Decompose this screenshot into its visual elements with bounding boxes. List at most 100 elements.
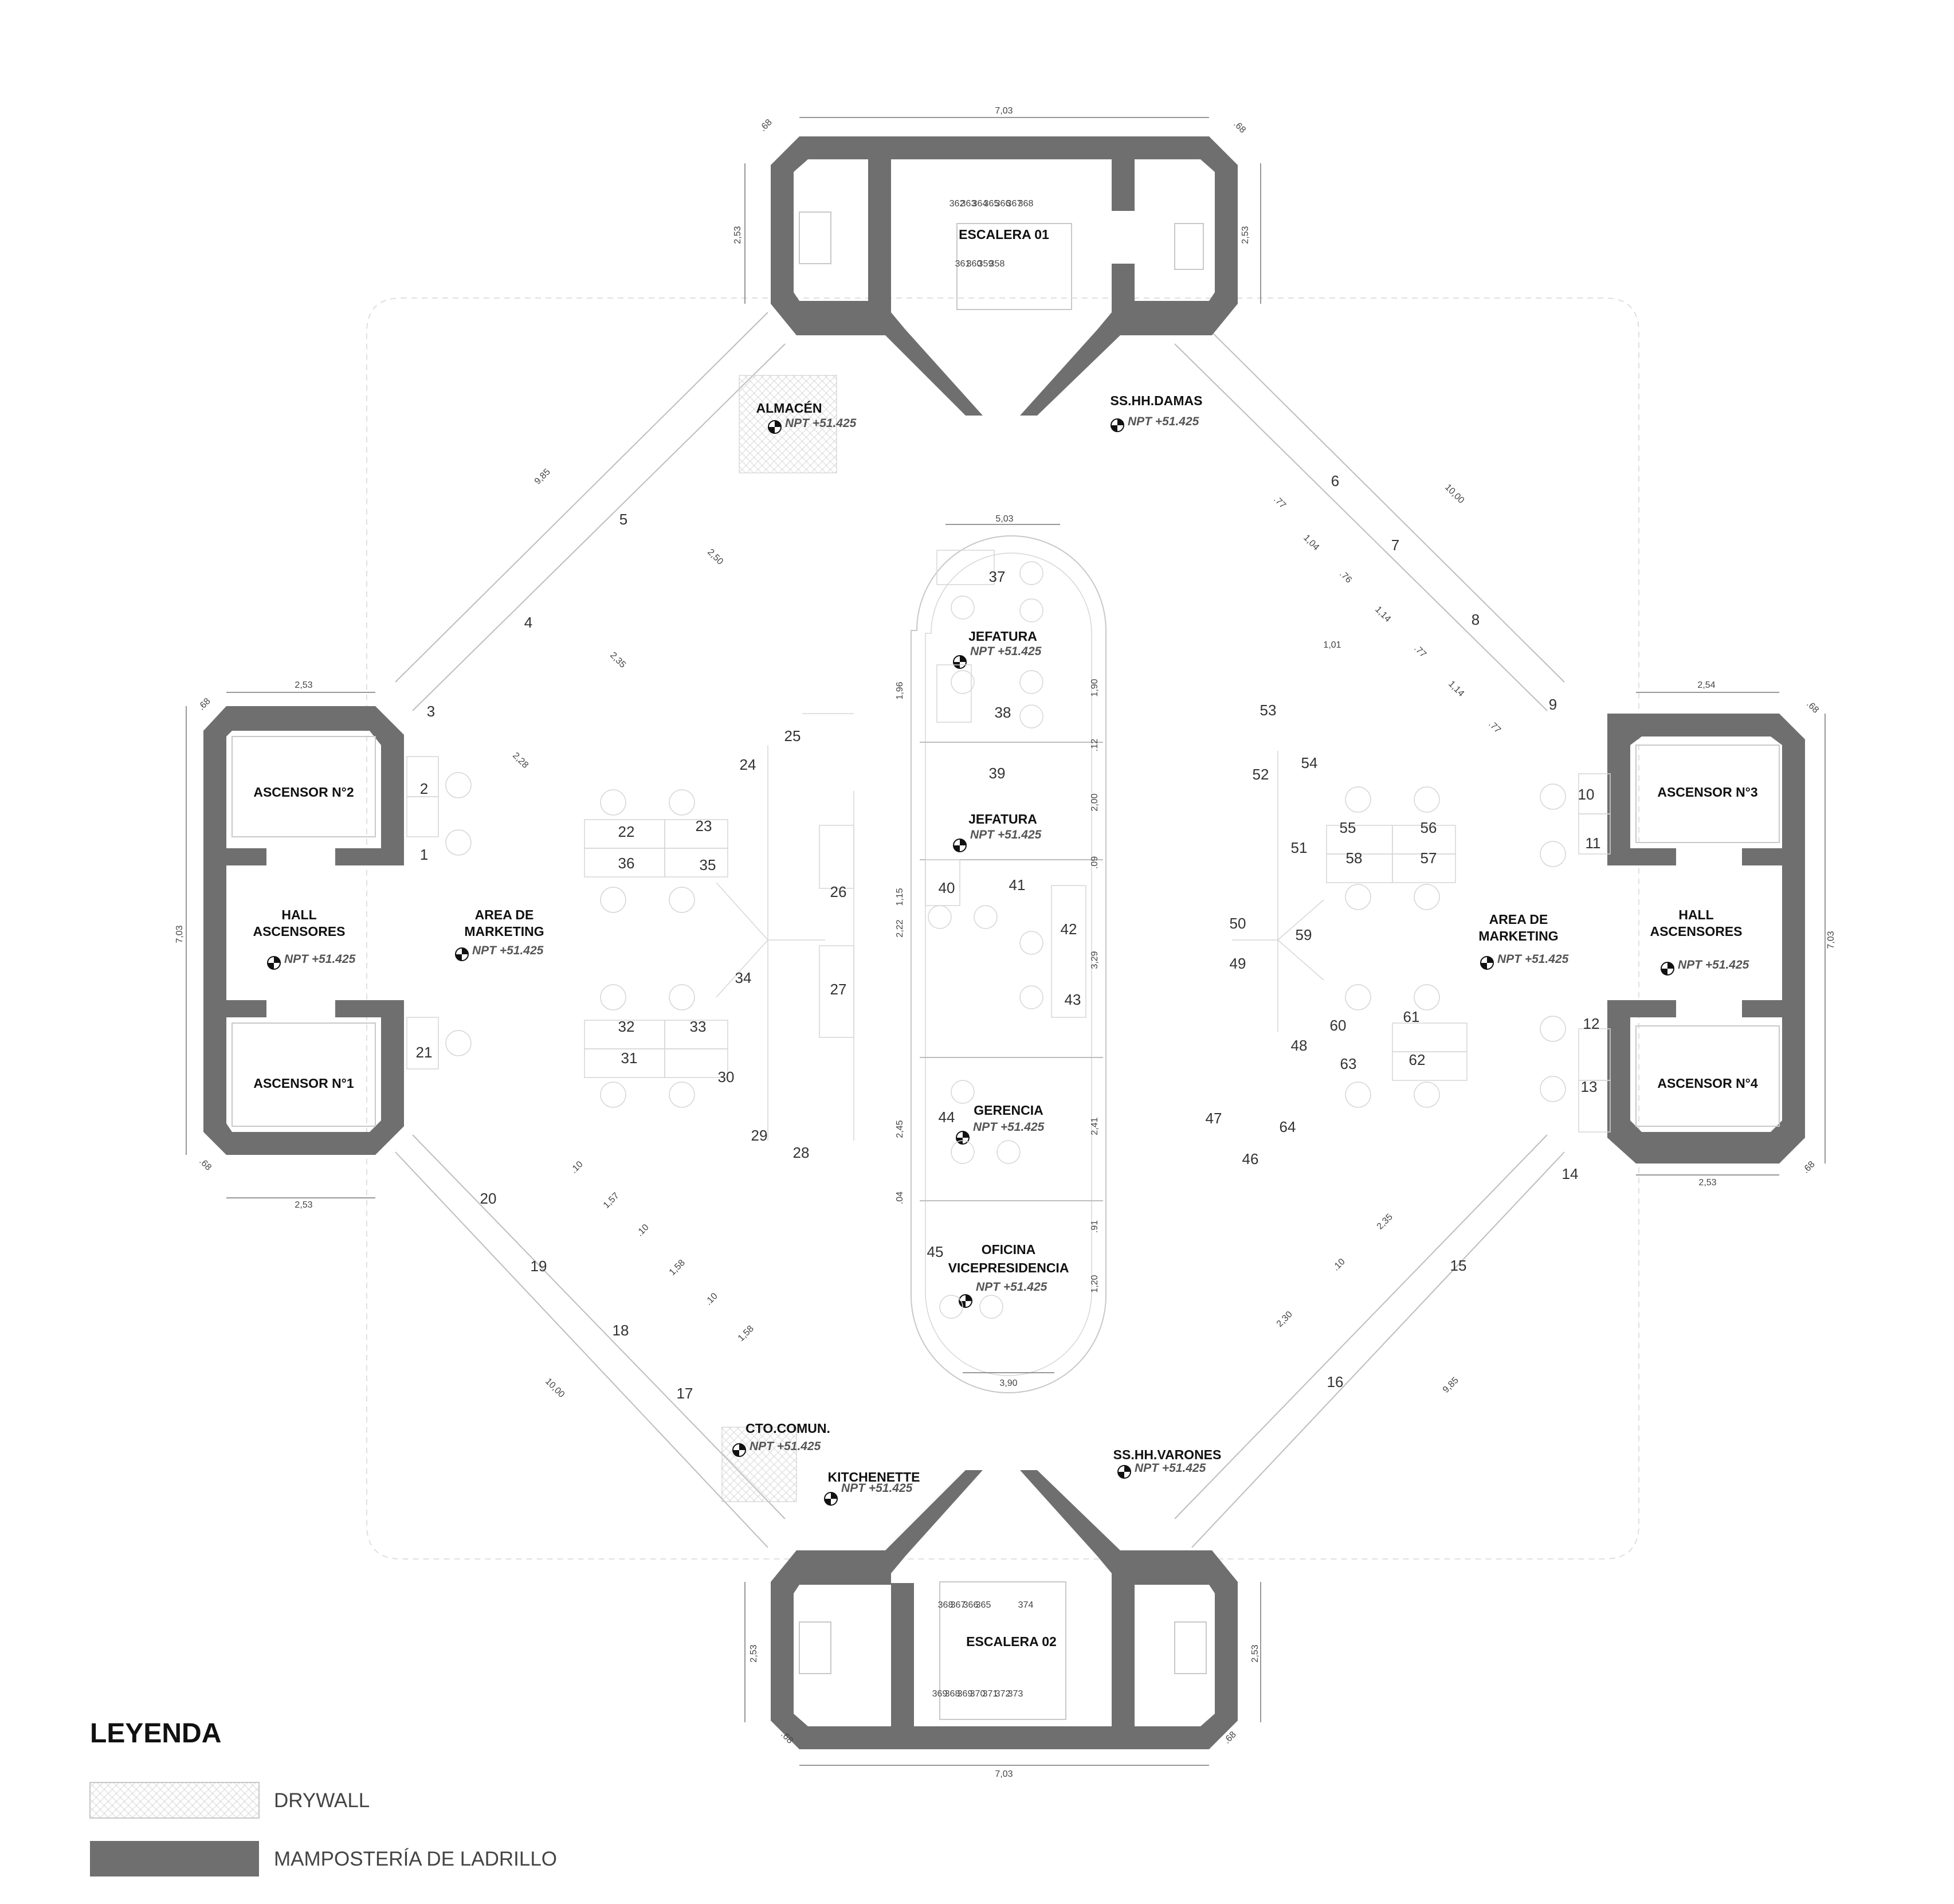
workstation-number: 61 — [1403, 1008, 1420, 1025]
workstation-number: 29 — [751, 1127, 768, 1144]
workstation-number: 27 — [830, 981, 847, 998]
workstation-number: 63 — [1340, 1055, 1357, 1072]
room-label-sshh-varones: SS.HH.VARONES — [1113, 1447, 1222, 1462]
workstation-number: 37 — [989, 568, 1006, 585]
level-text: NPT +51.425 — [841, 1482, 913, 1495]
dimension-label: .04 — [895, 1192, 905, 1204]
room-label-marketing-left-2: MARKETING — [464, 924, 544, 939]
workstation-number: 34 — [735, 969, 752, 986]
workstation-number: 8 — [1472, 611, 1480, 628]
dimension-label: 2,35 — [1375, 1212, 1395, 1232]
workstation-number: 57 — [1421, 849, 1437, 867]
workstation-number: 44 — [939, 1108, 955, 1126]
dimension-label: .10 — [1331, 1257, 1347, 1273]
dimension-label: 2,53 — [733, 226, 743, 244]
step-label: 371 — [983, 1689, 998, 1699]
workstation-number: 53 — [1260, 702, 1277, 719]
step-label: 358 — [990, 259, 1005, 269]
dimension-label: 2,53 — [1250, 1644, 1260, 1662]
dimension-label: 2,35 — [608, 651, 627, 670]
step-label: 373 — [1008, 1689, 1023, 1699]
workstation-number: 55 — [1340, 819, 1356, 836]
dimension-label: 2,22 — [895, 919, 905, 937]
step-label: 359 — [978, 259, 994, 269]
workstation-number: 40 — [939, 879, 955, 896]
workstation-number: 20 — [480, 1190, 497, 1207]
step-label: 369 — [932, 1689, 948, 1699]
workstation-number: 59 — [1296, 926, 1312, 943]
workstation-number: 32 — [618, 1018, 635, 1035]
dimension-label: 1,58 — [668, 1258, 687, 1278]
dimension-label: 2,50 — [705, 547, 725, 567]
workstation-number: 18 — [613, 1322, 629, 1339]
dimension-label: 5,03 — [995, 514, 1013, 524]
workstation-number: 58 — [1346, 849, 1363, 867]
dimension-label: 2,53 — [1241, 226, 1250, 244]
level-markers: NPT +51.425 NPT +51.425 NPT +51.425 NPT … — [267, 415, 1749, 1506]
workstation-number: 39 — [989, 765, 1006, 782]
room-label-almacen: ALMACÉN — [756, 400, 822, 416]
room-label-kitchenette: KITCHENETTE — [828, 1470, 920, 1484]
level-text: NPT +51.425 — [284, 953, 356, 966]
dimension-label: .77 — [1412, 644, 1428, 660]
dimension-label: 3,29 — [1090, 951, 1100, 969]
facade-walls — [395, 312, 1565, 1548]
level-text: NPT +51.425 — [472, 944, 544, 957]
elevator-core-left — [203, 706, 404, 1155]
level-marker: NPT +51.425 — [1117, 1462, 1206, 1479]
dimension-label: .68 — [197, 696, 213, 712]
level-marker: NPT +51.425 — [1661, 958, 1749, 975]
level-marker: NPT +51.425 — [1480, 953, 1569, 970]
dimension-label: .68 — [1231, 119, 1247, 135]
workstation-number: 21 — [416, 1044, 433, 1061]
room-label-marketing-right-1: AREA DE — [1489, 912, 1548, 927]
dimension-labels: 7,03 7,03 7,03 7,03 2,53 2,53 2,53 2,53 … — [175, 106, 1836, 1779]
workstation-number: 2 — [420, 780, 428, 797]
dimension-label: 2,53 — [749, 1644, 759, 1662]
level-marker: NPT +51.425 — [956, 1121, 1045, 1145]
workstation-number: 46 — [1242, 1150, 1259, 1168]
level-marker: NPT +51.425 — [455, 944, 544, 961]
room-label-sshh-damas: SS.HH.DAMAS — [1110, 393, 1202, 408]
workstation-number: 38 — [995, 704, 1011, 721]
stair-core-bottom — [771, 1470, 1238, 1749]
room-label-escalera-01: ESCALERA 01 — [959, 227, 1049, 242]
dimension-label: .91 — [1090, 1220, 1100, 1233]
dimension-label: .10 — [635, 1223, 651, 1239]
legend-label-masonry: MAMPOSTERÍA DE LADRILLO — [274, 1848, 557, 1870]
step-label: 372 — [995, 1689, 1011, 1699]
dimension-label: .76 — [1337, 569, 1353, 585]
level-marker: NPT +51.425 — [953, 828, 1042, 852]
workstation-number: 10 — [1578, 786, 1595, 803]
room-label-hall-right-1: HALL — [1678, 907, 1713, 922]
almacen-area — [739, 375, 837, 473]
step-label: 364 — [972, 199, 988, 209]
step-label: 368 — [938, 1600, 954, 1610]
step-label: 369 — [958, 1689, 973, 1699]
workstation-number: 23 — [696, 817, 712, 835]
room-label-marketing-left-1: AREA DE — [475, 907, 534, 922]
level-marker: NPT +51.425 — [267, 953, 356, 970]
room-label-hall-left-1: HALL — [281, 907, 316, 922]
legend-label-drywall: DRYWALL — [274, 1789, 370, 1812]
workstation-number: 51 — [1291, 839, 1308, 856]
dimension-label: 3,90 — [999, 1378, 1017, 1388]
central-office-block — [911, 535, 1107, 1393]
workstation-number: 13 — [1581, 1078, 1598, 1095]
dimension-label: 9,85 — [1441, 1376, 1461, 1395]
dimension-label: 1,14 — [1373, 605, 1392, 624]
step-label: 361 — [955, 259, 971, 269]
step-label: 368 — [945, 1689, 960, 1699]
legend-swatch-drywall — [89, 1782, 260, 1819]
step-label: 365 — [984, 199, 999, 209]
workstation-number: 60 — [1330, 1017, 1347, 1034]
workstation-number: 11 — [1586, 835, 1601, 852]
dimension-label: 2,41 — [1090, 1117, 1100, 1135]
workstation-number: 41 — [1009, 876, 1026, 894]
level-text: NPT +51.425 — [1678, 958, 1749, 971]
level-text: NPT +51.425 — [1135, 1462, 1206, 1475]
dimension-label: 1,14 — [1446, 679, 1466, 699]
step-label: 366 — [963, 1600, 979, 1610]
dimension-label: 10,00 — [1443, 483, 1466, 506]
